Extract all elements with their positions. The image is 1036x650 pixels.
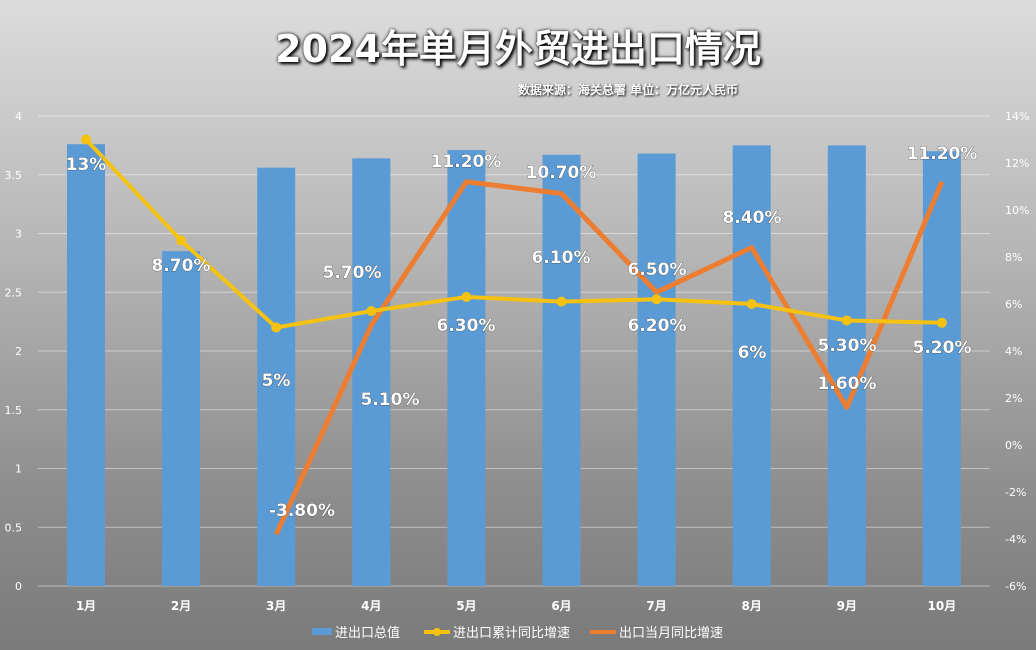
data-label: 1.60% bbox=[818, 374, 877, 394]
bar bbox=[352, 158, 391, 587]
chart-title: 2024年单月外贸进出口情况 bbox=[275, 27, 761, 71]
data-label: 8.70% bbox=[152, 256, 211, 276]
series-line-monthly bbox=[273, 179, 945, 536]
data-label: 11.20% bbox=[907, 144, 978, 164]
y-left-tick: 0.5 bbox=[5, 521, 23, 534]
data-label: 5.10% bbox=[361, 390, 420, 410]
legend-marker bbox=[433, 628, 441, 636]
line-marker bbox=[556, 296, 567, 307]
x-tick: 6月 bbox=[551, 599, 571, 613]
data-label: 10.70% bbox=[526, 163, 597, 183]
line-marker bbox=[81, 134, 91, 145]
bar bbox=[542, 154, 581, 586]
y-right-tick: 12% bbox=[1005, 157, 1029, 170]
data-label: 6.50% bbox=[628, 260, 687, 280]
bar bbox=[732, 145, 771, 586]
x-tick: 8月 bbox=[742, 599, 762, 613]
data-label: 5.20% bbox=[913, 338, 972, 358]
bar bbox=[162, 251, 201, 586]
data-label: 13% bbox=[66, 155, 107, 175]
legend-swatch bbox=[312, 628, 332, 635]
bar bbox=[637, 153, 676, 586]
y-right-tick: 8% bbox=[1005, 251, 1022, 264]
data-label: 6% bbox=[738, 343, 767, 363]
legend-label: 进出口累计同比增速 bbox=[453, 626, 570, 641]
data-label: 11.20% bbox=[431, 152, 502, 172]
y-right-tick: 6% bbox=[1005, 298, 1022, 311]
line-marker bbox=[461, 291, 472, 302]
y-left-tick: 1.5 bbox=[5, 404, 23, 417]
y-left-tick: 1 bbox=[15, 463, 22, 476]
y-right-tick: -2% bbox=[1005, 486, 1026, 499]
x-tick: 1月 bbox=[76, 599, 96, 613]
y-left-tick: 4 bbox=[15, 110, 22, 123]
y-right-tick: 10% bbox=[1005, 204, 1029, 217]
bar bbox=[447, 150, 486, 586]
y-right-tick: 0% bbox=[1005, 439, 1022, 452]
line-marker bbox=[176, 235, 187, 246]
legend-label: 出口当月同比增速 bbox=[619, 626, 723, 641]
y-left-tick: 3.5 bbox=[5, 169, 23, 182]
y-left-tick: 2 bbox=[15, 345, 22, 358]
bar bbox=[827, 145, 866, 586]
data-label: 6.30% bbox=[437, 316, 496, 336]
data-label: 6.20% bbox=[628, 316, 687, 336]
data-label: 5.70% bbox=[323, 263, 382, 283]
y-left-tick: 3 bbox=[15, 228, 22, 241]
bar bbox=[257, 167, 296, 586]
y-right-tick: 2% bbox=[1005, 392, 1022, 405]
line-marker bbox=[936, 317, 947, 328]
line-marker bbox=[651, 294, 662, 305]
y-left-tick: 0 bbox=[15, 580, 22, 593]
x-tick: 3月 bbox=[266, 599, 286, 613]
y-right-tick: -4% bbox=[1005, 533, 1026, 546]
x-tick: 2月 bbox=[171, 599, 191, 613]
y-left-tick: 2.5 bbox=[5, 286, 23, 299]
x-tick: 9月 bbox=[837, 599, 857, 613]
bar bbox=[922, 151, 961, 586]
line-marker bbox=[746, 299, 757, 309]
x-tick: 4月 bbox=[361, 599, 381, 613]
series-line-cumulative bbox=[84, 138, 942, 330]
data-label: 5% bbox=[262, 371, 291, 391]
x-tick: 10月 bbox=[928, 599, 957, 613]
data-label: 8.40% bbox=[723, 208, 782, 228]
legend-label: 进出口总值 bbox=[335, 625, 400, 641]
x-tick: 5月 bbox=[456, 599, 476, 613]
data-label: -3.80% bbox=[269, 501, 335, 521]
line-marker bbox=[366, 306, 377, 317]
line-marker bbox=[271, 322, 282, 333]
y-right-tick: 4% bbox=[1005, 345, 1022, 358]
line-marker bbox=[841, 315, 852, 326]
chart-subtitle: 数据来源：海关总署 单位：万亿元人民币 bbox=[518, 83, 739, 97]
data-label: 6.10% bbox=[532, 248, 591, 268]
y-right-tick: 14% bbox=[1005, 110, 1029, 123]
y-right-tick: -6% bbox=[1005, 580, 1026, 593]
bar bbox=[67, 144, 105, 586]
data-label: 5.30% bbox=[818, 336, 877, 356]
x-tick: 7月 bbox=[646, 599, 666, 613]
